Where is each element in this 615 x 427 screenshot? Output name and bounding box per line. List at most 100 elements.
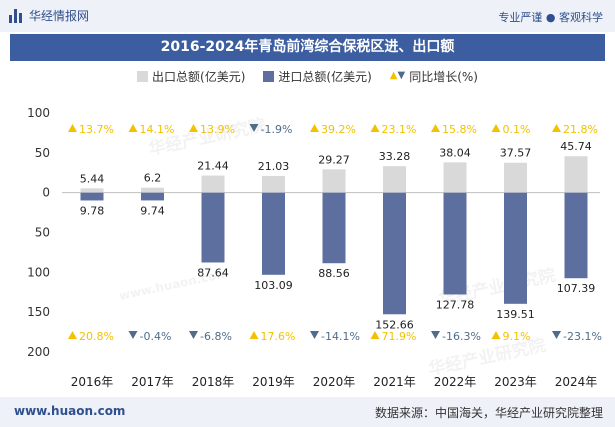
triangle-up-icon: ▲ (389, 70, 398, 81)
import-value-label: 139.51 (496, 308, 535, 321)
export-bar (504, 162, 527, 193)
y-tick-label: 50 (35, 226, 50, 240)
import-growth-label: -23.1% (563, 330, 602, 343)
export-value-label: 38.04 (439, 146, 471, 159)
growth-up-triangle-icon (128, 124, 138, 132)
growth-up-triangle-icon (68, 124, 77, 132)
x-tick-label: 2022年 (434, 375, 477, 389)
import-growth-label: -6.8% (200, 330, 232, 343)
y-tick-label: 150 (27, 305, 50, 319)
export-value-label: 6.2 (144, 172, 162, 185)
triangle-down-icon: ▼ (397, 70, 406, 81)
import-bar (322, 192, 346, 264)
export-growth-label: 13.7% (79, 123, 114, 136)
slogan: 专业严谨 ● 客观科学 (498, 11, 603, 24)
legend-item-export[interactable]: 出口总额(亿美元) (137, 68, 245, 85)
export-growth-label: -1.9% (261, 123, 293, 136)
x-tick-label: 2020年 (313, 375, 356, 389)
import-bar (443, 192, 467, 295)
export-value-label: 33.28 (379, 150, 411, 163)
growth-up-triangle-icon (249, 331, 259, 339)
import-value-label: 103.09 (254, 279, 293, 292)
legend-import-label: 进口总额(亿美元) (278, 69, 372, 84)
growth-up-triangle-icon (491, 331, 501, 339)
brand[interactable]: 华经情报网 (9, 7, 89, 24)
import-growth-label: 17.6% (261, 330, 296, 343)
export-bar (201, 175, 225, 193)
footer-bar: www.huaon.com 数据来源：中国海关，华经产业研究院整理 (0, 397, 615, 427)
import-bar (564, 192, 588, 279)
import-bar (80, 192, 104, 201)
x-tick-label: 2017年 (131, 375, 174, 389)
import-value-label: 9.74 (140, 204, 165, 217)
export-growth-label: 39.2% (321, 123, 356, 136)
import-bar (262, 192, 285, 275)
x-tick-label: 2016年 (71, 375, 114, 389)
growth-up-triangle-icon (431, 124, 440, 132)
import-growth-label: 9.1% (503, 330, 531, 343)
export-growth-label: 23.1% (382, 123, 417, 136)
export-value-label: 5.44 (80, 172, 105, 185)
export-growth-label: 14.1% (140, 123, 175, 136)
y-tick-label: 0 (42, 186, 50, 200)
website-link[interactable]: www.huaon.com (14, 404, 126, 418)
y-tick-label: 100 (27, 106, 50, 120)
export-value-label: 37.57 (500, 147, 532, 160)
growth-down-triangle-icon (431, 331, 440, 339)
growth-up-triangle-icon (491, 124, 501, 132)
import-bar (504, 192, 527, 304)
import-value-label: 9.78 (80, 204, 105, 217)
import-growth-label: -16.3% (442, 330, 481, 343)
export-value-label: 21.44 (197, 160, 229, 173)
x-tick-label: 2018年 (192, 375, 235, 389)
y-tick-label: 100 (27, 265, 50, 279)
chart-title: 2016-2024年青岛前湾综合保税区进、出口额 (10, 34, 605, 61)
y-tick-label: 200 (27, 345, 50, 359)
x-tick-label: 2023年 (494, 375, 537, 389)
export-bar (141, 187, 164, 193)
import-bar (201, 192, 225, 263)
export-bar (322, 169, 346, 193)
export-growth-label: 13.9% (200, 123, 235, 136)
import-growth-label: 71.9% (382, 330, 417, 343)
chart-legend: 出口总额(亿美元) 进口总额(亿美元) ▲ ▼ 同比增长(%) (0, 66, 615, 86)
export-growth-label: 15.8% (442, 123, 477, 136)
brand-name: 华经情报网 (29, 9, 90, 23)
growth-up-triangle-icon (552, 124, 561, 132)
import-swatch-icon (263, 70, 275, 82)
x-tick-label: 2021年 (373, 375, 416, 389)
data-source: 数据来源：中国海关，华经产业研究院整理 (374, 406, 603, 420)
export-value-label: 21.03 (258, 160, 290, 173)
header-bar: 华经情报网 专业严谨 ● 客观科学 (0, 0, 615, 32)
growth-up-triangle-icon (370, 331, 380, 339)
y-tick-label: 50 (35, 146, 50, 160)
export-value-label: 29.27 (318, 153, 350, 166)
export-swatch-icon (137, 70, 149, 82)
export-bar (564, 156, 588, 193)
growth-up-triangle-icon (370, 124, 380, 132)
bar-chart-logo-icon (9, 8, 23, 23)
import-bar (141, 192, 164, 201)
export-growth-label: 0.1% (503, 123, 531, 136)
growth-up-triangle-icon (189, 124, 198, 132)
x-tick-label: 2019年 (252, 375, 295, 389)
import-value-label: 87.64 (197, 266, 229, 279)
export-bar (80, 188, 104, 193)
import-growth-label: -0.4% (140, 330, 172, 343)
import-growth-label: -14.1% (321, 330, 360, 343)
export-growth-label: 21.8% (563, 123, 598, 136)
import-value-label: 127.78 (436, 298, 475, 311)
legend-growth-label: 同比增长(%) (409, 69, 478, 84)
legend-item-import[interactable]: 进口总额(亿美元) (263, 68, 372, 85)
export-bar (383, 166, 406, 193)
export-value-label: 45.74 (560, 140, 592, 153)
growth-up-triangle-icon (68, 331, 77, 339)
legend-item-growth[interactable]: ▲ ▼ 同比增长(%) (390, 68, 478, 85)
growth-down-triangle-icon (189, 331, 198, 339)
import-value-label: 107.39 (557, 282, 596, 295)
export-bar (262, 175, 285, 193)
import-value-label: 88.56 (318, 267, 350, 280)
growth-down-triangle-icon (249, 124, 259, 132)
x-tick-label: 2024年 (555, 375, 598, 389)
